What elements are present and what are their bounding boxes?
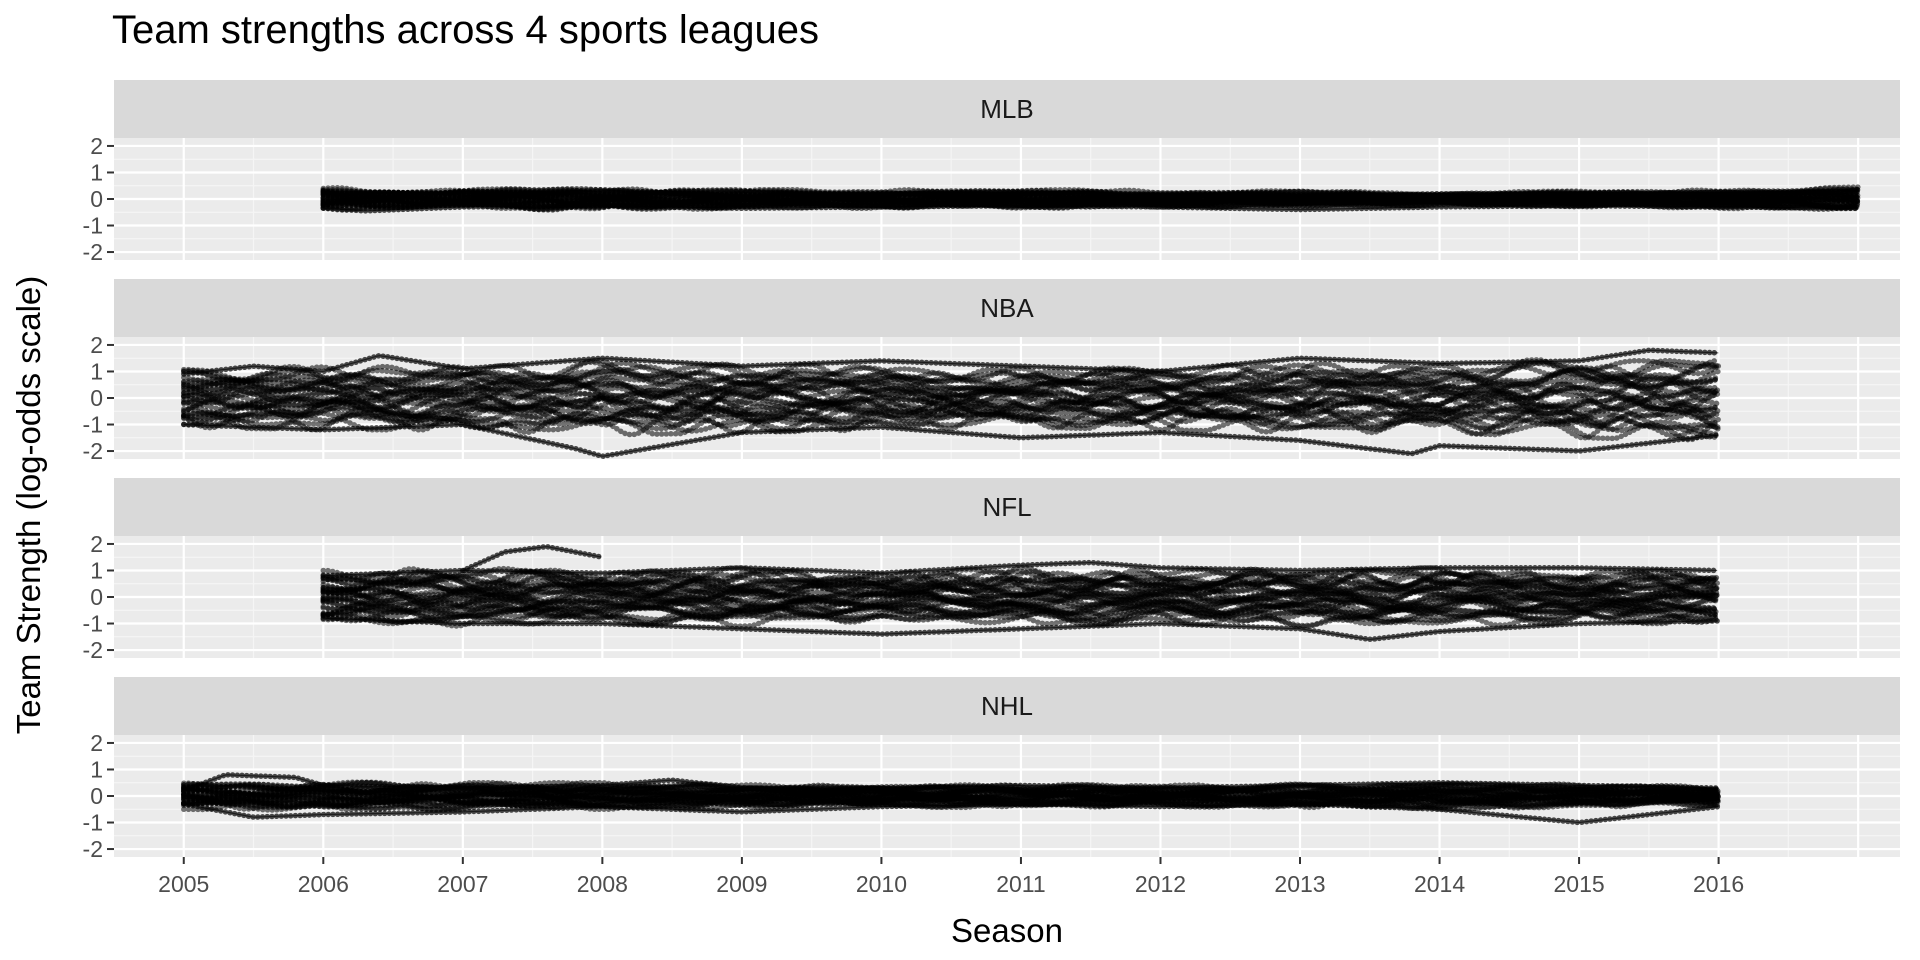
facet-strip (114, 677, 1900, 735)
y-axis-title: Team Strength (log-odds scale) (10, 276, 47, 735)
series-group (181, 347, 1722, 459)
y-tick-label: 1 (90, 557, 103, 583)
y-tick-label: 1 (90, 159, 103, 185)
y-tick-label: -1 (83, 412, 103, 438)
team-series-points (320, 615, 1720, 643)
y-tick-label: 0 (90, 783, 103, 809)
x-tick-label: 2013 (1274, 871, 1325, 897)
facet-strip (114, 478, 1900, 536)
y-tick-label: 1 (90, 756, 103, 782)
facet-strip-label: NBA (980, 293, 1034, 323)
y-tick-label: 2 (90, 730, 103, 756)
x-tick-label: 2016 (1693, 871, 1744, 897)
facet-strip-label: NFL (982, 492, 1031, 522)
team-series-points (460, 543, 604, 574)
x-tick-label: 2005 (158, 871, 209, 897)
team-series-points (320, 186, 1861, 200)
team-series (181, 357, 1722, 386)
y-tick-label: 2 (90, 332, 103, 358)
y-tick-label: 0 (90, 186, 103, 212)
x-tick-label: 2014 (1414, 871, 1465, 897)
y-tick-label: 2 (90, 133, 103, 159)
facet-strip-label: NHL (981, 691, 1033, 721)
series-group (181, 772, 1722, 826)
x-tick-label: 2007 (437, 871, 488, 897)
y-tick-label: -2 (83, 239, 103, 265)
y-tick-label: 1 (90, 358, 103, 384)
chart-title: Team strengths across 4 sports leagues (112, 8, 820, 52)
y-tick-label: -1 (83, 611, 103, 637)
series-group (320, 184, 1861, 214)
y-tick-label: 0 (90, 385, 103, 411)
y-tick-label: 0 (90, 584, 103, 610)
team-series (320, 597, 1720, 620)
series-group (320, 543, 1720, 643)
team-series-points (181, 801, 1722, 826)
team-series (320, 567, 1720, 591)
team-series (181, 394, 1722, 423)
y-tick-label: -1 (83, 810, 103, 836)
x-tick-label: 2009 (716, 871, 767, 897)
x-tick-label: 2015 (1553, 871, 1604, 897)
facet-strip (114, 80, 1900, 138)
y-tick-label: -2 (83, 637, 103, 663)
y-tick-label: -1 (83, 213, 103, 239)
team-series (181, 356, 1722, 385)
x-tick-label: 2008 (577, 871, 628, 897)
facet-strip (114, 279, 1900, 337)
team-series-points (181, 772, 1722, 794)
y-tick-label: 2 (90, 531, 103, 557)
x-tick-label: 2010 (856, 871, 907, 897)
x-tick-label: 2012 (1135, 871, 1186, 897)
y-tick-label: -2 (83, 836, 103, 862)
team-series-points (320, 202, 1861, 214)
team-series-points (181, 347, 1722, 377)
x-tick-label: 2011 (996, 871, 1045, 897)
y-tick-label: -2 (83, 438, 103, 464)
facet-strip-label: MLB (980, 94, 1033, 124)
team-series-points (320, 559, 1720, 579)
x-axis: 2005 2006 2007 2008 2009 2010 2011 2012 2013 2014… (158, 857, 1744, 897)
x-tick-label: 2006 (298, 871, 349, 897)
x-axis-title: Season (951, 912, 1063, 949)
team-series-points (181, 421, 1722, 459)
